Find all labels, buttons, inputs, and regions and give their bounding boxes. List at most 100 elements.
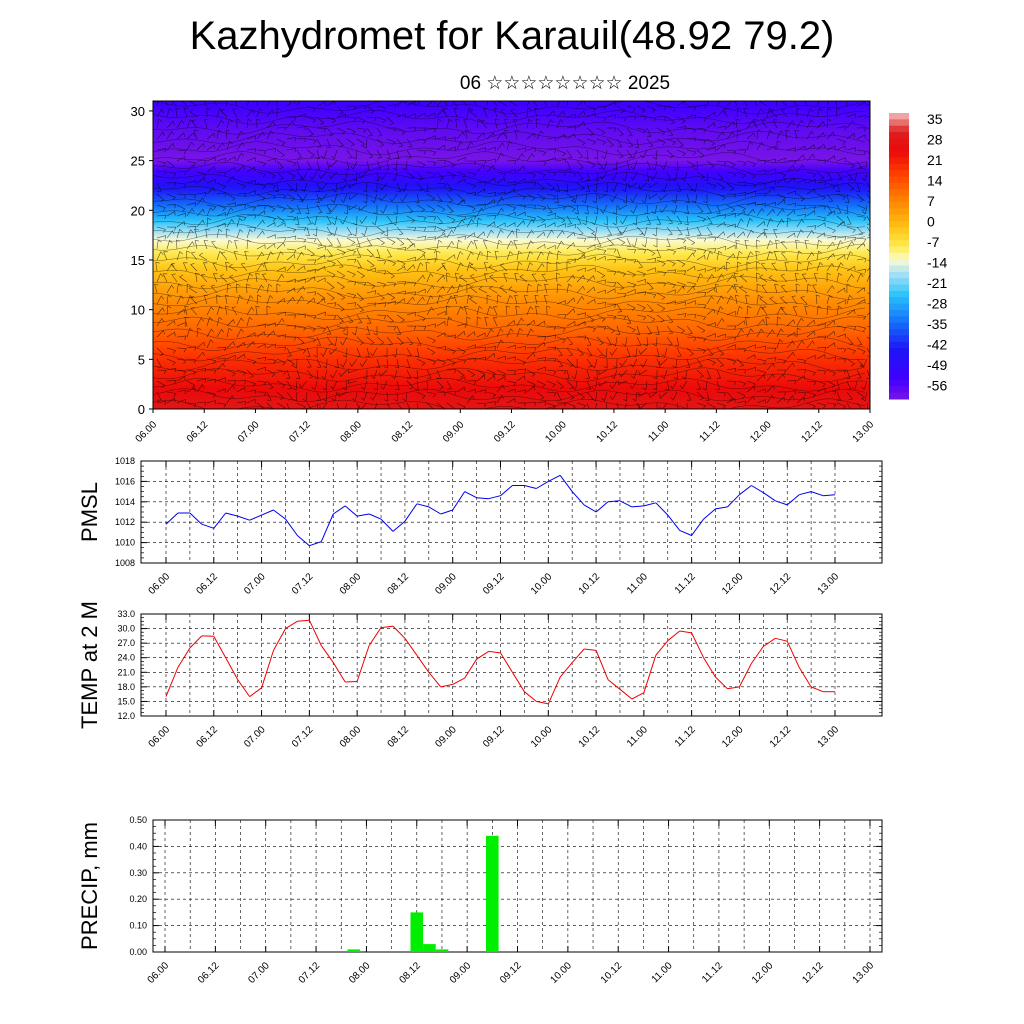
wind-barb [726, 358, 737, 365]
wind-barb [469, 274, 478, 283]
wind-barb [276, 380, 286, 388]
wind-barb [406, 101, 416, 107]
heatmap-y-tick-label: 10 [131, 303, 145, 318]
wind-barb [786, 395, 795, 404]
wind-barb [546, 402, 556, 409]
wind-barb [696, 149, 705, 158]
wind-barb [586, 105, 597, 112]
wind-barb [516, 358, 526, 366]
wind-barb [626, 347, 631, 357]
wind-barb [596, 248, 607, 254]
wind-barb [255, 272, 260, 283]
wind-barb [348, 182, 358, 189]
wind-barb [296, 149, 302, 159]
wind-barb [804, 305, 809, 316]
wind-barb [496, 394, 505, 404]
wind-barb [343, 325, 348, 336]
wind-barb [566, 347, 574, 357]
wind-barb [236, 341, 246, 349]
wind-barb [406, 291, 417, 296]
wind-barb [756, 374, 766, 382]
wind-barb [166, 160, 175, 169]
contour-line [153, 347, 866, 362]
wind-barb [556, 380, 565, 389]
wind-barb [246, 166, 256, 173]
wind-barb [366, 336, 375, 345]
wind-barb [638, 369, 648, 376]
wind-barb [726, 131, 735, 140]
pmsl-series-segment [392, 520, 406, 532]
wind-barb [598, 369, 608, 375]
wind-barb [406, 127, 417, 132]
wind-barb [256, 210, 266, 217]
wind-barb [394, 358, 399, 369]
wind-barb [816, 132, 825, 140]
pmsl-series-segment [249, 514, 262, 521]
wind-barb [696, 138, 707, 144]
wind-barb [705, 391, 710, 402]
wind-barb [256, 343, 266, 349]
wind-barb [166, 226, 177, 231]
wind-barb [761, 306, 768, 316]
colorbar-segment [889, 214, 909, 222]
wind-barb [696, 347, 707, 354]
wind-barb [256, 331, 266, 338]
wind-barb [348, 368, 358, 374]
wind-barb [371, 193, 378, 204]
wind-barb [483, 262, 489, 272]
pmsl-series-segment [500, 485, 513, 497]
wind-barb [486, 229, 494, 239]
wind-barb [176, 182, 187, 188]
wind-barb [154, 283, 159, 294]
wind-barb [774, 283, 779, 294]
wind-barb [555, 182, 560, 192]
wind-barb [746, 182, 757, 188]
wind-barb [616, 138, 623, 148]
colorbar-segment [889, 392, 909, 400]
wind-barb [666, 215, 674, 225]
wind-barb [515, 305, 520, 316]
wind-barb [526, 347, 537, 352]
temp-x-tick-label: 12.12 [768, 724, 794, 750]
wind-barb [746, 305, 752, 316]
wind-barb [546, 182, 555, 191]
wind-barb [726, 367, 737, 373]
wind-barb [846, 147, 857, 152]
wind-barb [176, 156, 186, 162]
wind-barb [556, 204, 567, 210]
wind-barb [526, 118, 533, 129]
wind-barb [593, 204, 599, 215]
wind-barb [508, 286, 518, 294]
wind-barb [846, 273, 855, 283]
wind-barb [306, 369, 314, 379]
wind-barb [676, 215, 683, 225]
wind-barb [726, 232, 736, 239]
wind-barb [746, 367, 756, 372]
wind-barb [780, 306, 788, 316]
wind-barb [396, 182, 402, 192]
wind-barb [375, 248, 381, 258]
temp-series-segment [464, 658, 478, 679]
colorbar-segment [889, 144, 909, 152]
wind-barb [658, 358, 668, 366]
wind-barb [785, 129, 790, 140]
wind-barb [591, 402, 598, 409]
wind-barb [776, 339, 783, 349]
wind-barb [196, 351, 205, 360]
wind-barb [446, 215, 456, 223]
pmsl-series-segment [333, 505, 346, 515]
wind-barb [666, 325, 674, 335]
wind-barb [346, 258, 357, 263]
pmsl-series-segment [416, 503, 429, 508]
wind-barb [156, 235, 167, 240]
wind-barb [416, 314, 426, 322]
wind-barb [276, 126, 287, 131]
wind-barb [166, 347, 177, 354]
wind-barb [326, 237, 333, 247]
wind-barb [436, 171, 444, 180]
wind-barb [736, 347, 747, 353]
wind-barb [212, 262, 218, 272]
wind-barb [554, 193, 559, 204]
colorbar-segment [889, 195, 909, 203]
wind-barb [163, 251, 168, 261]
